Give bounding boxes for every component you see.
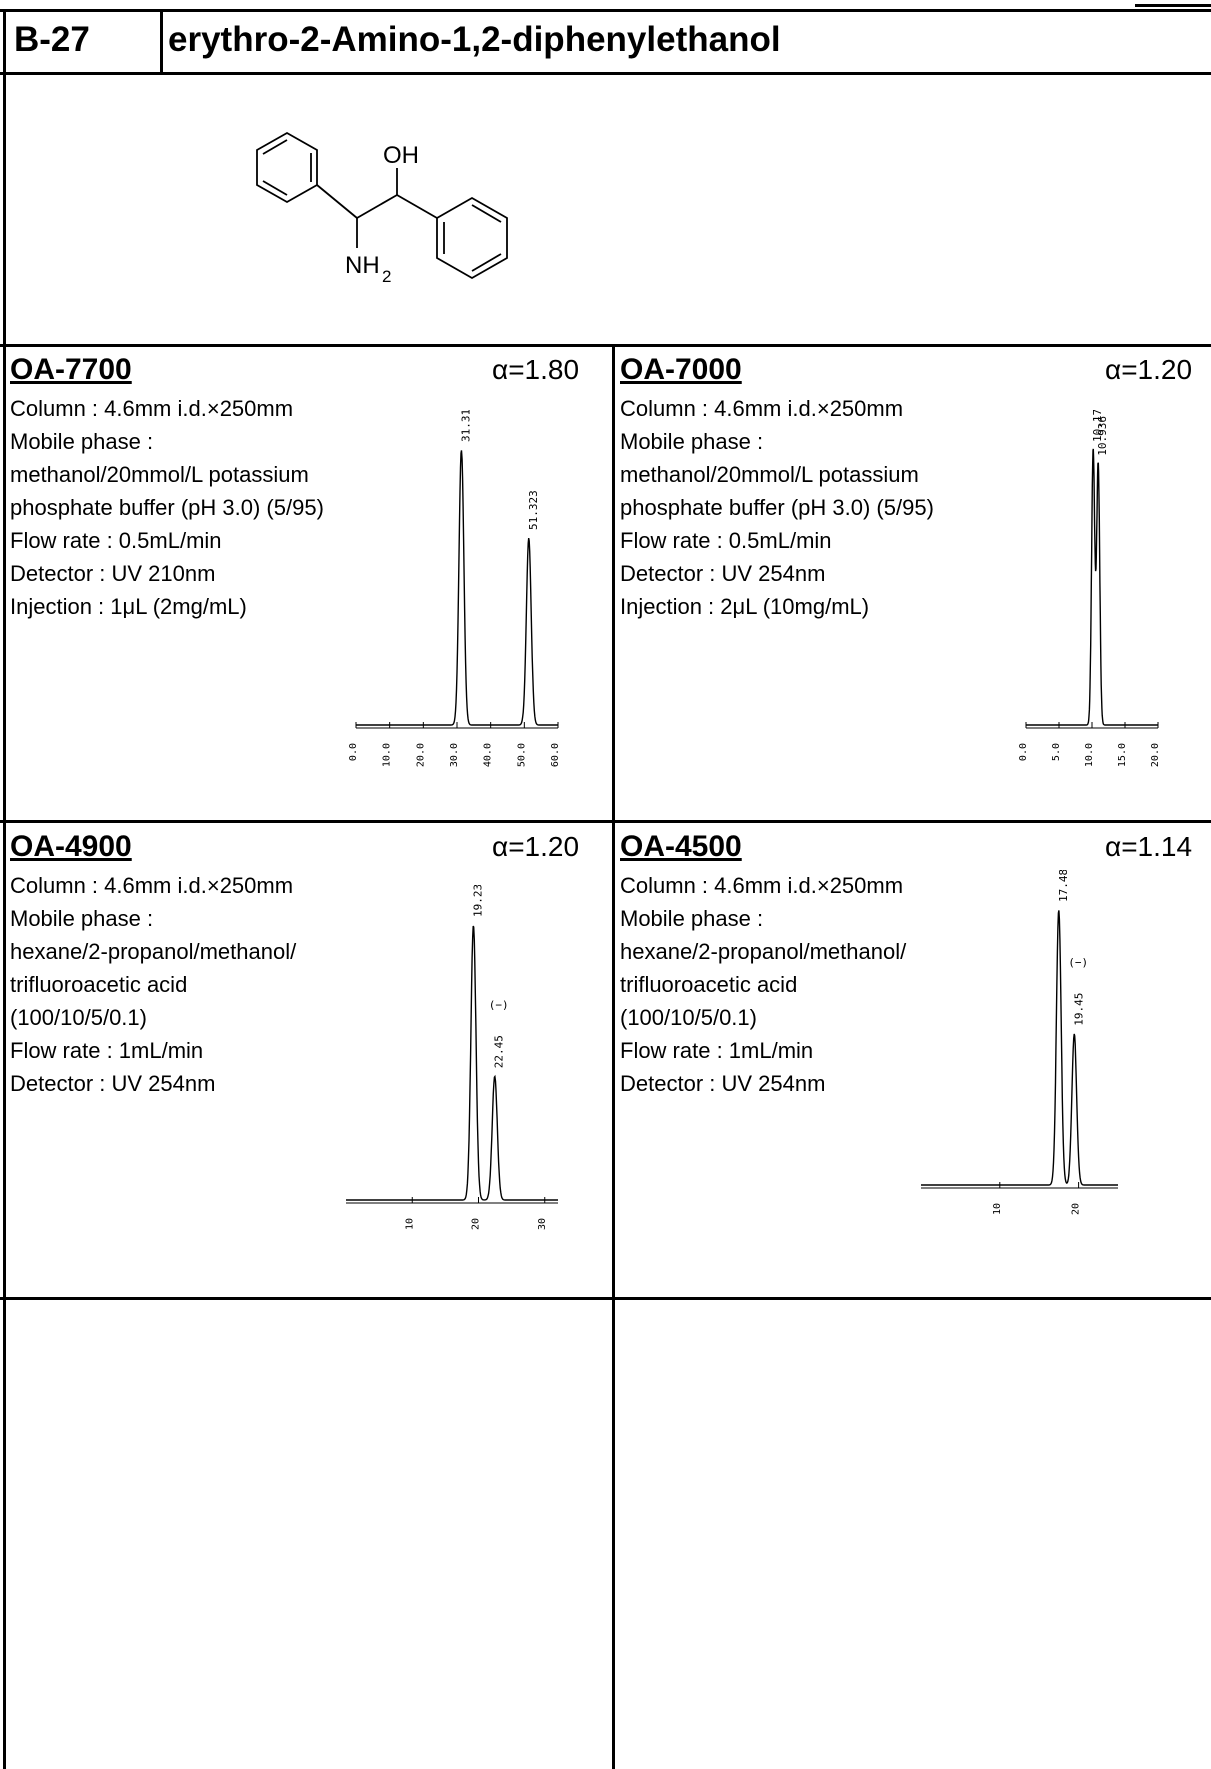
benzene-ring-left xyxy=(256,131,318,204)
header-cell-divider xyxy=(160,9,163,74)
peak-sign-label: (−) xyxy=(1068,956,1088,969)
condition-line: hexane/2-propanol/methanol/ xyxy=(620,939,907,964)
chromatogram-trace xyxy=(1026,448,1158,726)
condition-line: Flow rate : 0.5mL/min xyxy=(620,528,832,553)
condition-line: Detector : UV 210nm xyxy=(10,561,216,586)
column-name: OA-4900 xyxy=(10,830,132,863)
x-tick-label: 50.0 xyxy=(516,743,527,767)
x-tick-label: 0.0 xyxy=(1018,743,1029,761)
condition-line: Detector : UV 254nm xyxy=(620,1071,826,1096)
column-name: OA-4500 xyxy=(620,830,742,863)
peak-label: 51.323 xyxy=(527,490,540,530)
x-tick-label: 60.0 xyxy=(550,743,561,767)
nh-subscript: 2 xyxy=(382,267,391,286)
table-border-left xyxy=(3,9,6,1769)
x-tick-label: 15.0 xyxy=(1117,743,1128,767)
compound-name: erythro-2-Amino-1,2-diphenylethanol xyxy=(168,20,781,59)
peak-label: 10.177 xyxy=(1091,410,1104,442)
x-tick-label: 20.0 xyxy=(415,743,426,767)
table-border-top xyxy=(0,9,1211,12)
x-tick-label: 20 xyxy=(471,1218,482,1230)
alpha-value: α=1.20 xyxy=(492,831,580,862)
conditions: Column : 4.6mm i.d.×250mm Mobile phase :… xyxy=(620,869,906,1100)
peak-label: 17.483 xyxy=(1057,870,1070,902)
x-tick-label: 10 xyxy=(404,1218,415,1230)
condition-line: Flow rate : 1mL/min xyxy=(10,1038,204,1063)
row-divider-2 xyxy=(0,1297,1211,1300)
alpha-value: α=1.14 xyxy=(1105,831,1193,862)
condition-line: Mobile phase : xyxy=(620,429,764,454)
condition-line: methanol/20mmol/L potassium xyxy=(620,462,919,487)
benzene-ring-right xyxy=(436,196,508,280)
condition-line: Detector : UV 254nm xyxy=(620,561,826,586)
compound-code: B-27 xyxy=(14,20,90,59)
condition-line: (100/10/5/0.1) xyxy=(620,1005,757,1030)
condition-line: Column : 4.6mm i.d.×250mm xyxy=(10,396,294,421)
condition-line: Column : 4.6mm i.d.×250mm xyxy=(620,873,904,898)
condition-line: methanol/20mmol/L potassium xyxy=(10,462,309,487)
x-tick-label: 10.0 xyxy=(382,743,393,767)
conditions: Column : 4.6mm i.d.×250mm Mobile phase :… xyxy=(10,392,324,623)
condition-line: Mobile phase : xyxy=(10,906,154,931)
x-tick-label: 40.0 xyxy=(483,743,494,767)
row-divider-1 xyxy=(0,820,1211,823)
x-tick-label: 0.0 xyxy=(348,743,359,761)
nh-label: NH xyxy=(345,252,380,279)
peak-label: 31.310 xyxy=(459,410,472,442)
condition-line: trifluoroacetic acid xyxy=(10,972,188,997)
conditions: Column : 4.6mm i.d.×250mm Mobile phase :… xyxy=(620,392,934,623)
conditions: Column : 4.6mm i.d.×250mm Mobile phase :… xyxy=(10,869,296,1100)
chromatogram: 0.0 10.0 20.0 30.0 40.0 50.0 60.0 31.310 51.323 xyxy=(348,410,561,767)
chromatogram-trace xyxy=(921,910,1118,1186)
x-tick-label: 10 xyxy=(992,1203,1003,1215)
oh-label: OH xyxy=(383,142,419,169)
peak-sign-label: (−) xyxy=(489,998,509,1011)
chemical-structure: OH NH 2 xyxy=(256,131,508,286)
x-tick-label: 10.0 xyxy=(1084,743,1095,767)
condition-line: phosphate buffer (pH 3.0) (5/95) xyxy=(620,495,934,520)
chromatogram-trace xyxy=(346,925,558,1201)
x-tick-label: 30 xyxy=(537,1218,548,1230)
x-tick-label: 20 xyxy=(1071,1203,1082,1215)
x-tick-label: 20.0 xyxy=(1150,743,1161,767)
column-divider xyxy=(612,344,615,1769)
top-rule xyxy=(1135,4,1211,7)
alpha-value: α=1.80 xyxy=(492,354,580,385)
alpha-value: α=1.20 xyxy=(1105,354,1193,385)
peak-label: 10.936 xyxy=(1096,416,1109,456)
peak-label: 22.45 xyxy=(493,1035,506,1068)
condition-line: Flow rate : 0.5mL/min xyxy=(10,528,222,553)
condition-line: hexane/2-propanol/methanol/ xyxy=(10,939,297,964)
x-tick-label: 5.0 xyxy=(1051,743,1062,761)
column-name: OA-7700 xyxy=(10,353,132,386)
header-divider xyxy=(0,72,1211,75)
condition-line: (100/10/5/0.1) xyxy=(10,1005,147,1030)
condition-line: Column : 4.6mm i.d.×250mm xyxy=(10,873,294,898)
condition-line: Injection : 2μL (10mg/mL) xyxy=(620,594,870,619)
x-tick-label: 30.0 xyxy=(449,743,460,767)
peak-label: 19.45 xyxy=(1072,993,1085,1026)
condition-line: trifluoroacetic acid xyxy=(620,972,798,997)
condition-line: Flow rate : 1mL/min xyxy=(620,1038,814,1063)
peak-label: 19.233 xyxy=(471,885,484,917)
condition-line: Mobile phase : xyxy=(620,906,764,931)
column-name: OA-7000 xyxy=(620,353,742,386)
condition-line: Mobile phase : xyxy=(10,429,154,454)
condition-line: Column : 4.6mm i.d.×250mm xyxy=(620,396,904,421)
condition-line: phosphate buffer (pH 3.0) (5/95) xyxy=(10,495,324,520)
structure-divider xyxy=(0,344,1211,347)
condition-line: Detector : UV 254nm xyxy=(10,1071,216,1096)
condition-line: Injection : 1μL (2mg/mL) xyxy=(10,594,247,619)
